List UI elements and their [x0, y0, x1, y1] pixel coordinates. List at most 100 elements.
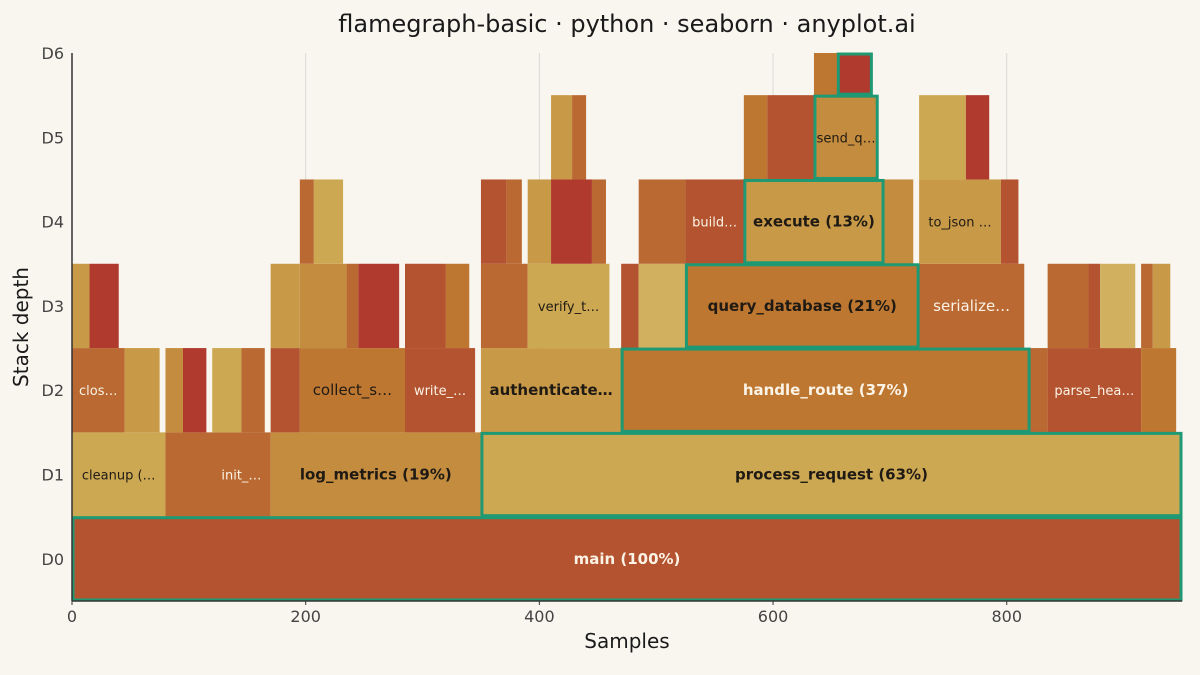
x-tick-label: 200: [290, 607, 321, 626]
frame-label: serialize…: [933, 297, 1010, 315]
axes: [71, 53, 1182, 602]
frame-bar: [1030, 348, 1048, 433]
frame-label: main (100%): [574, 550, 681, 568]
frame-bar: [270, 432, 481, 517]
frame-label: to_json …: [928, 216, 991, 231]
frame-bar: [299, 179, 314, 264]
frame-label: collect_s…: [313, 381, 392, 400]
frame-bar: [72, 263, 90, 349]
frame-bar: [212, 348, 242, 433]
frame-bar: [480, 179, 507, 264]
frame-bar: [405, 348, 476, 433]
frame-bar: [685, 263, 920, 349]
frame-bar: [270, 263, 300, 349]
frame-label: verify_t…: [538, 300, 599, 315]
frame-bar: [551, 179, 592, 264]
frame-bar: [685, 179, 744, 264]
frame-bar: [743, 179, 885, 264]
frame-bar: [72, 348, 125, 433]
frame-label: send_q…: [817, 131, 876, 146]
x-tick-label: 600: [758, 607, 789, 626]
frame-bar: [813, 53, 838, 96]
frame-bar: [743, 95, 768, 180]
frames-layer: [72, 53, 1182, 601]
frame-bar: [621, 263, 639, 349]
y-tick-label: D2: [42, 381, 65, 400]
frame-bar: [638, 263, 686, 349]
frame-bar: [813, 95, 879, 180]
frame-label: cleanup (…: [82, 469, 156, 484]
x-tick-label: 400: [524, 607, 555, 626]
frame-bar: [480, 432, 1182, 517]
frame-bar: [884, 179, 914, 264]
frame-bar: [313, 179, 344, 264]
y-axis-label: Stack depth: [9, 267, 33, 387]
frame-label: init_…: [221, 469, 261, 484]
frame-label: clos…: [79, 384, 118, 399]
frame-label: build…: [692, 216, 737, 231]
y-tick-label: D1: [42, 466, 65, 485]
frame-label: write_…: [414, 384, 466, 399]
frame-bar: [241, 348, 265, 433]
frame-bar: [1141, 348, 1177, 433]
frame-label: authenticate…: [489, 381, 612, 399]
frame-bar: [767, 95, 814, 180]
frame-bar: [965, 95, 990, 180]
frame-bar: [1047, 348, 1142, 433]
x-tick-label: 800: [991, 607, 1022, 626]
x-axis-label: Samples: [584, 629, 669, 653]
frame-bar: [1141, 263, 1153, 349]
frame-label: execute (13%): [753, 213, 875, 231]
frame-highlight-border: [480, 431, 1183, 518]
frame-bar: [299, 263, 347, 349]
x-tick-label: 0: [67, 607, 77, 626]
frame-bar: [358, 263, 400, 349]
frame-bar: [480, 263, 528, 349]
frame-bar: [299, 348, 405, 433]
frame-bar: [72, 432, 166, 517]
frame-bar: [480, 348, 622, 433]
frame-label: log_metrics (19%): [300, 466, 452, 484]
frame-label: process_request (63%): [735, 466, 928, 484]
frame-highlight-border: [620, 347, 1031, 433]
frame-bar: [1088, 263, 1101, 349]
frame-highlight-border: [743, 178, 885, 265]
frame-bar: [405, 263, 446, 349]
frame-label: parse_hea…: [1054, 384, 1134, 399]
frame-bar: [527, 179, 552, 264]
frame-bar: [837, 53, 873, 96]
frame-bar: [591, 179, 606, 264]
frame-bar: [1100, 263, 1136, 349]
frame-bar: [124, 348, 160, 433]
frame-bar: [621, 348, 1031, 433]
frame-bar: [551, 95, 573, 180]
frame-bar: [183, 348, 207, 433]
tick-labels: 0 200 400 600 800 D0 D1 D2 D3 D4 D5 D6: [42, 44, 1023, 626]
frame-bar: [165, 432, 271, 517]
frame-bar: [572, 95, 587, 180]
frame-bar: [638, 179, 686, 264]
frame-bar: [919, 179, 1001, 264]
y-tick-label: D4: [42, 213, 65, 232]
highlight-layer: [71, 52, 1183, 602]
frame-bar: [1000, 179, 1019, 264]
frame-label: handle_route (37%): [743, 381, 909, 399]
frame-bar: [527, 263, 610, 349]
frame-label: query_database (21%): [708, 297, 897, 315]
frame-highlight-border: [836, 52, 873, 96]
frame-bar: [919, 263, 1025, 349]
frame-bar: [346, 263, 359, 349]
frame-highlight-border: [71, 516, 1183, 602]
frame-bar: [445, 263, 470, 349]
frame-bar: [89, 263, 119, 349]
y-tick-label: D5: [42, 128, 65, 147]
frame-bar: [919, 95, 966, 180]
frame-bar: [270, 348, 300, 433]
y-tick-label: D3: [42, 297, 65, 316]
chart-title: flamegraph-basic · python · seaborn · an…: [338, 10, 915, 38]
y-tick-label: D0: [42, 550, 65, 569]
y-tick-label: D6: [42, 44, 65, 63]
frame-bar: [1047, 263, 1089, 349]
frame-labels-layer: main (100%) cleanup (… init_… log_metrics (…: [79, 131, 1134, 568]
